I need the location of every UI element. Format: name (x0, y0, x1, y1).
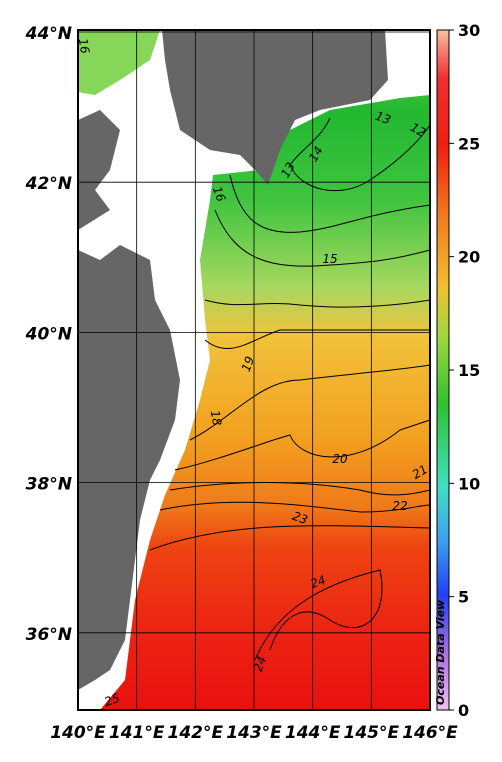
lat-label: 36°N (26, 625, 72, 645)
lon-label: 140°E (50, 723, 106, 743)
colorbar-label: 25 (458, 134, 480, 153)
lat-label: 38°N (26, 475, 72, 495)
contour-label: 23 (290, 509, 309, 527)
land-oshima (78, 110, 120, 230)
colorbar-label: 5 (458, 588, 469, 607)
contour-label: 21 (410, 462, 430, 482)
contour-label: 16 (210, 184, 229, 203)
lon-label: 144°E (285, 723, 341, 743)
contour-label: 16 (76, 37, 93, 55)
colorbar-label: 15 (458, 361, 480, 380)
lon-label: 141°E (109, 723, 165, 743)
contour-label: 18 (208, 409, 225, 427)
lat-label: 42°N (25, 174, 72, 194)
lon-label: 143°E (226, 723, 282, 743)
contour-label: 24 (251, 654, 269, 673)
colorbar-label: 10 (458, 474, 480, 493)
plot-frame (77, 29, 431, 711)
lat-label: 44°N (25, 24, 72, 44)
contour-label: 13 (278, 160, 298, 180)
watermark: Ocean Data View (434, 599, 447, 705)
lon-label: 142°E (168, 723, 224, 743)
map-plot: 16 13 12 13 14 16 15 19 18 20 21 22 23 24 24 25 (76, 29, 431, 711)
lat-label: 40°N (25, 324, 72, 344)
contour-labels: 16 13 12 13 14 16 15 19 18 20 21 22 23 24 24 25 (76, 37, 430, 709)
contour-label: 25 (102, 691, 121, 709)
contour-label: 20 (332, 452, 348, 466)
contour-label: 12 (408, 120, 428, 140)
land-honshu (78, 245, 180, 690)
contour-label: 22 (392, 499, 407, 513)
contour-label: 13 (373, 109, 392, 127)
sst-field-north (78, 30, 160, 95)
colorbar-label: 0 (458, 701, 469, 720)
sst-field (100, 95, 430, 710)
contour-label: 14 (306, 144, 326, 164)
contour-label: 24 (308, 573, 327, 591)
land-hokkaido (162, 30, 388, 185)
lon-label: 146°E (402, 723, 458, 743)
contours (149, 117, 431, 661)
colorbar-label: 20 (458, 248, 480, 267)
contour-label: 15 (322, 252, 337, 266)
colorbar-label: 30 (458, 21, 480, 40)
lon-label: 145°E (344, 723, 400, 743)
contour-label: 19 (239, 354, 257, 373)
